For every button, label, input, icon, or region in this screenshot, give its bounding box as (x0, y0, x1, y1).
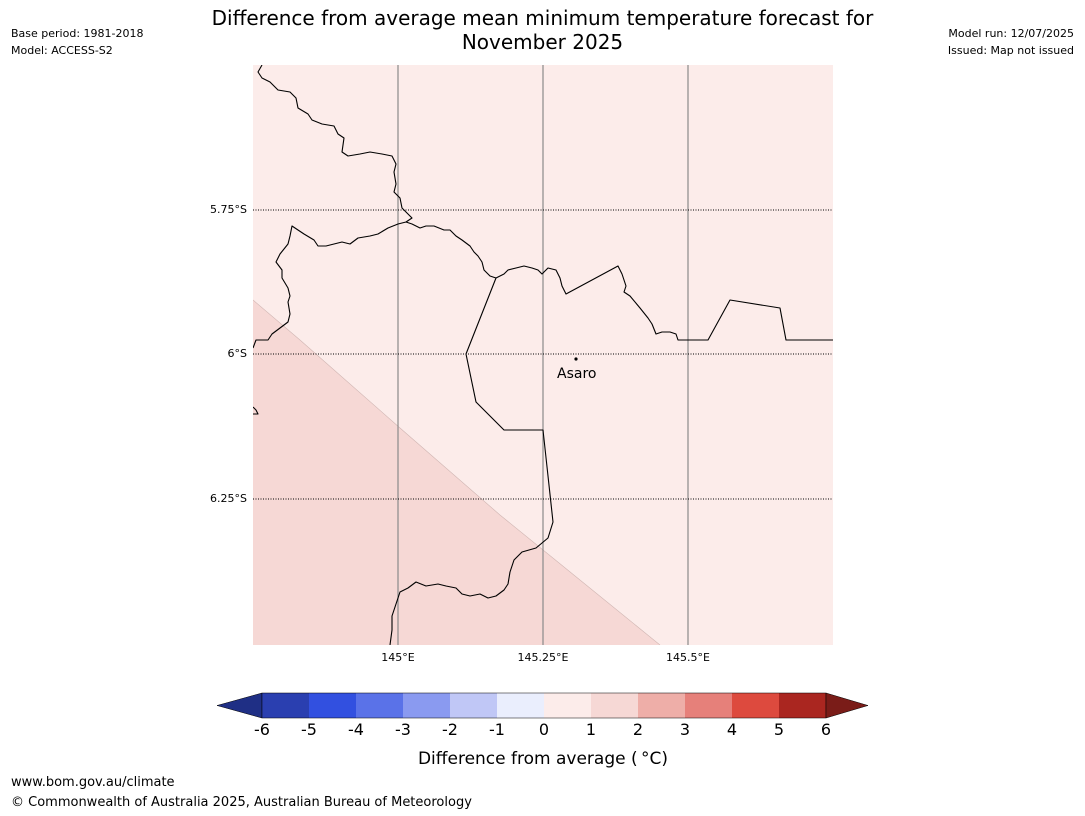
colorbar-tick-label: -2 (442, 720, 458, 739)
map-title: Difference from average mean minimum tem… (170, 6, 915, 54)
colorbar-tick-label: 3 (680, 720, 690, 739)
colorbar-tick-label: -5 (301, 720, 317, 739)
boundary-stub-west (253, 406, 259, 415)
anomaly-region-1-to-2 (253, 300, 660, 645)
latitude-tick-label: 6°S (228, 347, 247, 360)
colorbar-tick-label: 5 (774, 720, 784, 739)
colorbar-tick-label: -1 (489, 720, 505, 739)
latitude-tick-labels: 5.75°S 6°S 6.25°S (210, 203, 247, 505)
longitude-tick-labels: 145°E 145.25°E 145.5°E (381, 651, 710, 664)
province-boundary-northeast (405, 221, 833, 341)
colorbar-tick-label: 2 (633, 720, 643, 739)
issued-text: Issued: Map not issued (947, 44, 1074, 57)
colorbar-bin (685, 693, 732, 718)
colorbar-extension-high (825, 692, 869, 719)
title-line-2: November 2025 (461, 30, 624, 54)
colorbar-tick-label: 0 (539, 720, 549, 739)
region-edge (253, 299, 661, 645)
meta-left: Base period: 1981-2018 Model: ACCESS-S2 (11, 25, 143, 59)
colorbar-tick-label: -3 (395, 720, 411, 739)
colorbar-tick-label: 1 (586, 720, 596, 739)
colorbar-bin (262, 693, 309, 718)
colorbar-bin (497, 693, 544, 718)
title-line-1: Difference from average mean minimum tem… (211, 6, 874, 30)
asaro-location-dot (574, 357, 578, 361)
colorbar-bin (638, 693, 685, 718)
colorbar-bin (732, 693, 779, 718)
colorbar-bin (356, 693, 403, 718)
colorbar-tick-label: -4 (348, 720, 364, 739)
district-boundary-asaro-west (389, 277, 554, 645)
province-boundary-north (253, 65, 413, 349)
colorbar-bin (309, 693, 356, 718)
colorbar-bin (403, 693, 450, 718)
colorbar-extension-low (216, 692, 263, 719)
asaro-label: Asaro (557, 366, 596, 382)
latitude-tick-label: 6.25°S (210, 492, 247, 505)
colorbar-bin (544, 693, 591, 718)
map-panel: Asaro (253, 65, 833, 645)
model-text: Model: ACCESS-S2 (11, 44, 113, 57)
colorbar-tick-labels: -6 -5 -4 -3 -2 -1 0 1 2 3 4 5 6 (254, 720, 831, 739)
colorbar-bin (591, 693, 638, 718)
colorbar-label: Difference from average ( °C) (418, 749, 668, 769)
base-period-text: Base period: 1981-2018 (11, 27, 144, 40)
colorbar-bin (779, 693, 826, 718)
longitude-tick-label: 145.25°E (518, 651, 569, 664)
longitude-tick-label: 145.5°E (666, 651, 710, 664)
colorbar-tick-label: 4 (727, 720, 737, 739)
model-run-text: Model run: 12/07/2025 (948, 27, 1074, 40)
footer-url[interactable]: www.bom.gov.au/climate (11, 775, 175, 790)
footer-copyright: © Commonwealth of Australia 2025, Austra… (11, 795, 472, 810)
longitude-tick-label: 145°E (381, 651, 414, 664)
meta-right: Model run: 12/07/2025 Issued: Map not is… (948, 25, 1074, 59)
latitude-tick-label: 5.75°S (210, 203, 247, 216)
colorbar-tick-label: 6 (821, 720, 831, 739)
colorbar-tick-label: -6 (254, 720, 270, 739)
colorbar-bin (450, 693, 497, 718)
colorbar (216, 692, 869, 719)
